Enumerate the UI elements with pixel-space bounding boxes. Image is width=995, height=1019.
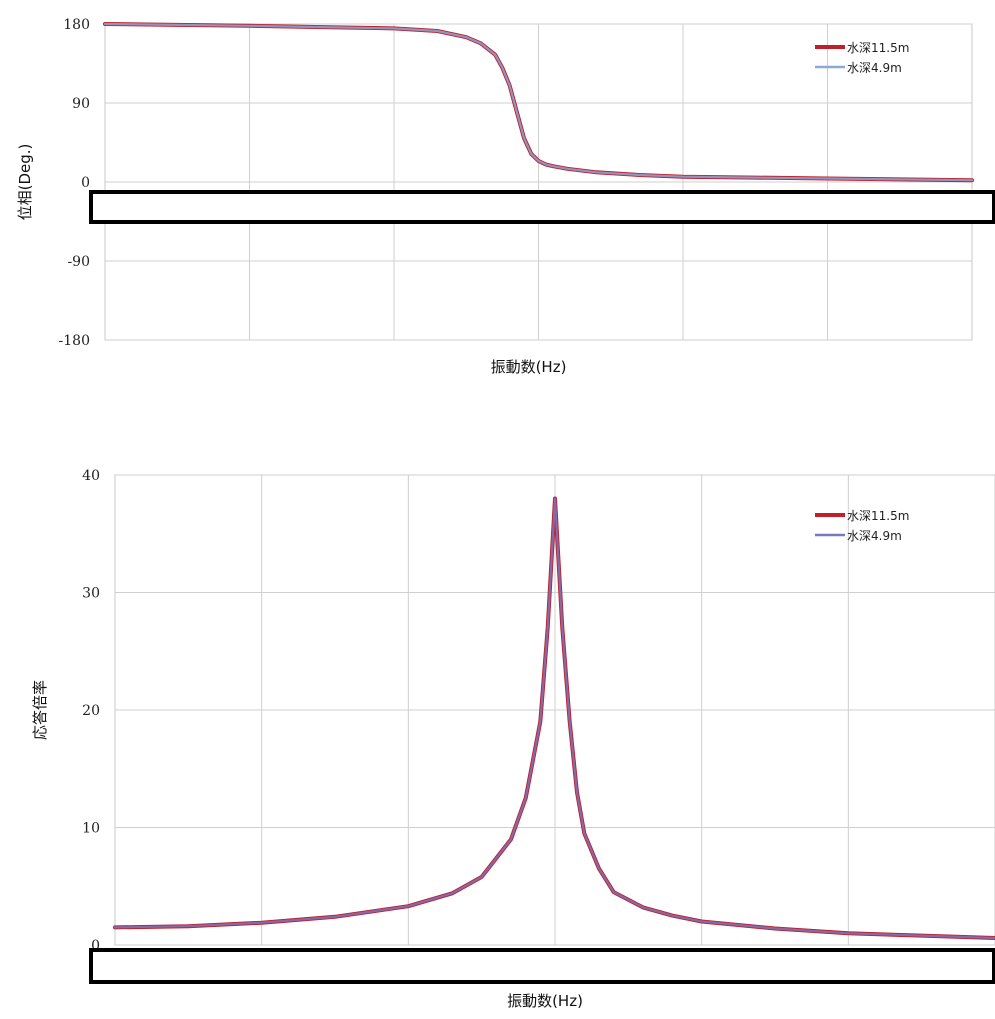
phase-chart: 180 90 0 -90 -180 水深11.5m 水深4.9m 振動数(Hz) 位相(Deg.… — [16, 17, 995, 376]
y-tick-label: 20 — [82, 703, 100, 719]
y-tick-label: 90 — [72, 96, 90, 112]
redaction-box — [89, 948, 995, 984]
y-tick-label: 0 — [81, 175, 90, 191]
y-axis-label: 応答倍率 — [31, 680, 49, 740]
y-tick-label: 0 — [91, 938, 100, 954]
y-tick-label: -90 — [67, 254, 90, 270]
legend-label: 水深4.9m — [847, 529, 902, 543]
y-tick-label: 10 — [82, 821, 100, 837]
y-axis-label: 位相(Deg.) — [16, 144, 34, 221]
amplification-chart: 40 30 20 10 0 水深11.5m 水深4.9m 振動数(Hz) 応答倍率 — [31, 468, 995, 1010]
legend-label: 水深11.5m — [847, 41, 909, 55]
y-tick-label: 40 — [82, 468, 100, 484]
y-tick-label: 180 — [63, 17, 90, 33]
y-tick-label: -180 — [59, 333, 90, 349]
y-tick-label: 30 — [82, 586, 100, 602]
redaction-box — [89, 190, 995, 224]
legend-label: 水深11.5m — [847, 509, 909, 523]
x-axis-label: 振動数(Hz) — [491, 358, 567, 376]
x-axis-label: 振動数(Hz) — [507, 992, 583, 1010]
series-line-2 — [113, 497, 995, 940]
series-line-2 — [103, 22, 974, 182]
legend-label: 水深4.9m — [847, 61, 902, 75]
